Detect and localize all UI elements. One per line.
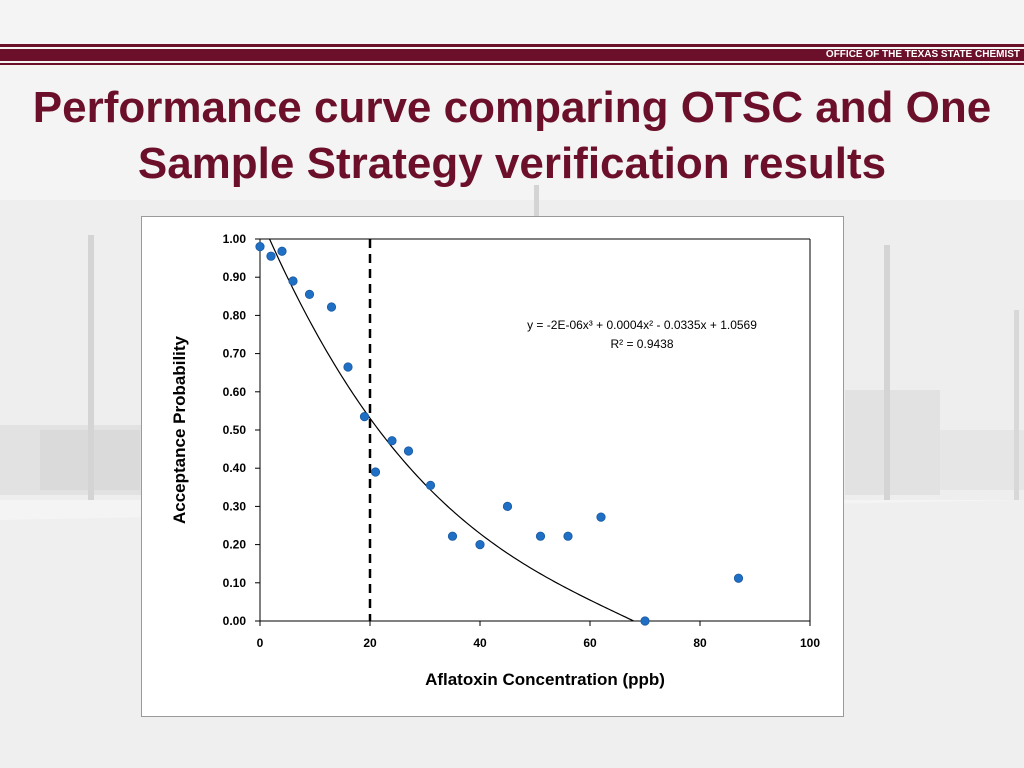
data-point (304, 289, 315, 299)
x-tick-label: 20 (363, 636, 377, 650)
y-tick-label: 0.00 (223, 614, 247, 628)
data-point (447, 531, 458, 541)
y-tick-label: 0.10 (223, 576, 247, 590)
x-tick-label: 100 (800, 636, 820, 650)
data-point (640, 616, 650, 626)
data-point (425, 480, 436, 490)
x-tick-label: 80 (693, 636, 707, 650)
x-tick-label: 0 (257, 636, 264, 650)
x-tick-label: 60 (583, 636, 597, 650)
header-rule-top (0, 44, 1024, 47)
trendline-r-squared: R² = 0.9438 (610, 337, 673, 351)
x-tick-label: 40 (473, 636, 487, 650)
data-point (535, 531, 546, 541)
data-point (326, 302, 337, 312)
slide-title: Performance curve comparing OTSC and One… (32, 83, 992, 188)
data-point (403, 446, 414, 456)
chart-container: 0.00 0.10 0.20 0.30 0.40 0.50 0.60 0.70 0.80 0.90… (141, 216, 844, 717)
data-point (359, 412, 370, 422)
y-tick-label: 0.90 (223, 270, 247, 284)
data-point (370, 467, 381, 477)
header-bar: OFFICE OF THE TEXAS STATE CHEMIST (0, 44, 1024, 66)
y-tick-label: 0.20 (223, 538, 247, 552)
data-point (266, 251, 276, 261)
performance-chart: 0.00 0.10 0.20 0.30 0.40 0.50 0.60 0.70 0.80 0.90… (170, 232, 820, 689)
data-point (563, 531, 573, 541)
y-tick-label: 0.80 (223, 308, 247, 322)
y-tick-label: 0.70 (223, 347, 247, 361)
y-tick-label: 0.40 (223, 461, 247, 475)
header-rule-bottom (0, 63, 1024, 65)
y-axis-title: Acceptance Probability (170, 335, 189, 524)
y-tick-label: 0.60 (223, 385, 247, 399)
data-point (502, 501, 513, 511)
y-tick-label: 1.00 (223, 232, 247, 246)
header-band (0, 49, 1024, 61)
data-point (255, 242, 265, 252)
x-axis-title: Aflatoxin Concentration (ppb) (425, 670, 665, 689)
data-point (288, 276, 298, 286)
data-point (733, 573, 744, 583)
data-point (343, 362, 353, 372)
data-point (596, 512, 606, 522)
data-point (277, 246, 287, 256)
trendline-curve (268, 239, 636, 621)
y-tick-label: 0.30 (223, 499, 247, 513)
data-point (475, 539, 485, 550)
y-tick-label: 0.50 (223, 423, 247, 437)
data-point (387, 436, 397, 446)
org-name: OFFICE OF THE TEXAS STATE CHEMIST (825, 49, 1020, 60)
trendline-equation: y = -2E-06x³ + 0.0004x² - 0.0335x + 1.05… (527, 318, 757, 332)
